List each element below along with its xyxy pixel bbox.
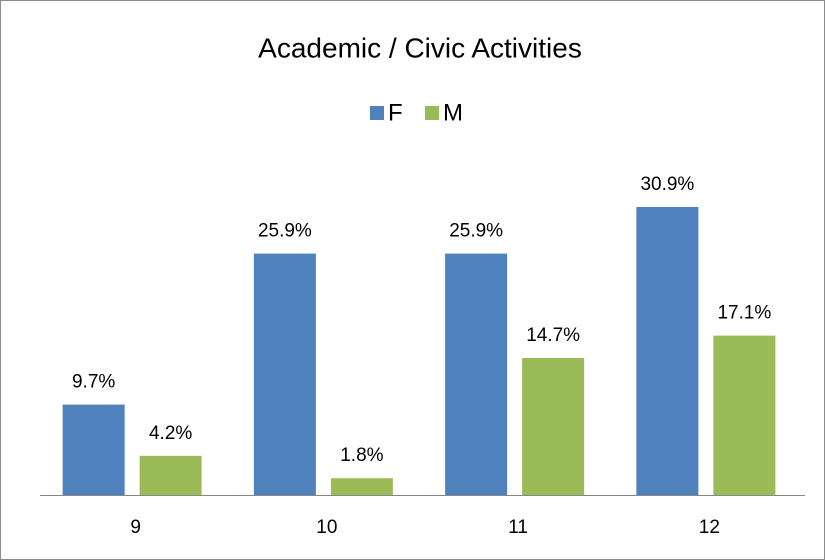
x-tick-label: 9 <box>130 517 141 538</box>
x-tick-label: 11 <box>508 517 528 538</box>
bar <box>522 357 585 495</box>
bar <box>713 335 776 495</box>
data-label: 30.9% <box>640 174 694 195</box>
bar <box>330 478 393 495</box>
legend-swatch <box>425 106 439 120</box>
bar <box>62 404 125 495</box>
legend-swatch <box>370 106 384 120</box>
data-label: 14.7% <box>526 325 580 346</box>
bar <box>139 455 202 495</box>
data-label: 1.8% <box>340 445 383 466</box>
data-label: 17.1% <box>717 303 771 324</box>
bar <box>253 253 316 495</box>
chart-title: Academic / Civic Activities <box>258 32 582 63</box>
legend-label: F <box>388 99 403 126</box>
data-label: 4.2% <box>149 423 192 444</box>
legend-label: M <box>443 99 463 126</box>
bar <box>445 253 508 495</box>
data-label: 9.7% <box>72 372 115 393</box>
data-label: 25.9% <box>449 221 503 242</box>
data-label: 25.9% <box>258 221 312 242</box>
x-tick-label: 12 <box>699 517 720 538</box>
x-tick-label: 10 <box>316 517 337 538</box>
bar <box>636 207 699 495</box>
